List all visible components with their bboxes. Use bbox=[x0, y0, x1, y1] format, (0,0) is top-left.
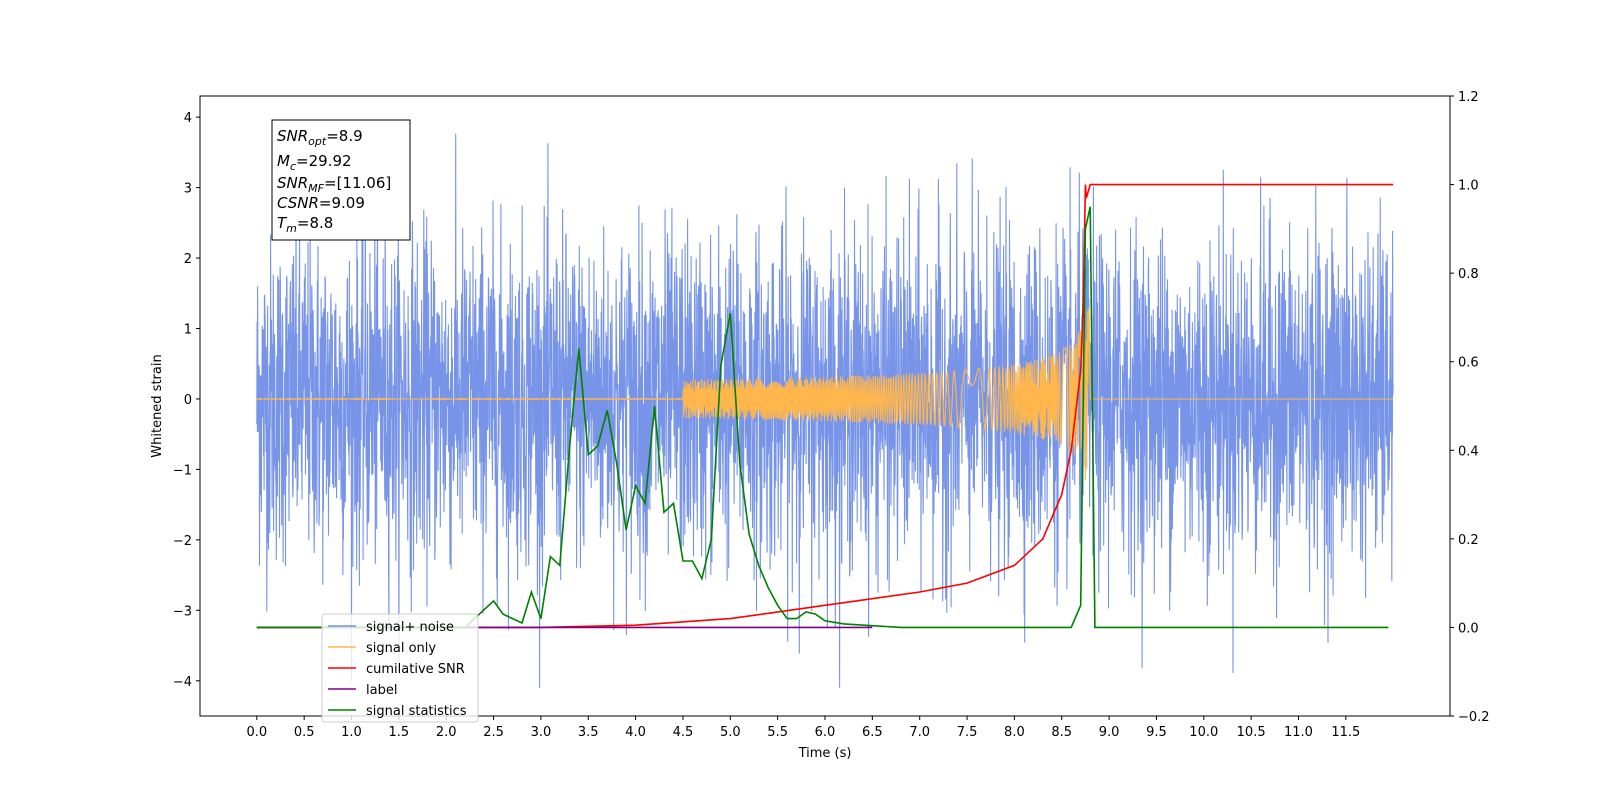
x-tick-label: 4.0 bbox=[625, 725, 646, 740]
y2-tick-label: 0.6 bbox=[1458, 356, 1479, 371]
x-tick-label: 2.5 bbox=[483, 725, 504, 740]
info-box-frame bbox=[271, 119, 411, 241]
x-tick-label: 1.5 bbox=[389, 725, 410, 740]
y-tick-label: 3 bbox=[184, 182, 192, 197]
y2-tick-label: 0.0 bbox=[1458, 621, 1479, 636]
y-tick-label: −3 bbox=[173, 604, 192, 619]
y-tick-label: 2 bbox=[184, 252, 192, 267]
x-tick-label: 10.5 bbox=[1237, 725, 1266, 740]
x-tick-label: 8.0 bbox=[1004, 725, 1025, 740]
y2-tick-label: 0.8 bbox=[1458, 267, 1479, 282]
info-snr-mf: SNRMF=[11.06] bbox=[277, 174, 391, 195]
x-tick-label: 4.5 bbox=[673, 725, 694, 740]
y2-tick-label: −0.2 bbox=[1458, 710, 1490, 725]
x-tick-label: 9.0 bbox=[1099, 725, 1120, 740]
x-tick-label: 5.5 bbox=[767, 725, 788, 740]
plot-area bbox=[256, 133, 1394, 688]
x-tick-label: 10.0 bbox=[1189, 725, 1218, 740]
info-csnr: CSNR=9.09 bbox=[277, 194, 365, 212]
x-tick-label: 5.0 bbox=[720, 725, 741, 740]
info-snr-opt: SNRopt=8.9 bbox=[277, 127, 363, 148]
x-tick-label: 6.5 bbox=[862, 725, 883, 740]
legend: signal+ noise signal only cumilative SNR… bbox=[321, 613, 479, 723]
x-axis-ticks: 0.0 0.5 1.0 1.5 2.0 2.5 3.0 3.5 4.0 4.5 5.0 5.5 6.0 6… bbox=[246, 716, 1360, 740]
x-tick-label: 3.0 bbox=[531, 725, 552, 740]
y-axis-label: Whitened strain bbox=[150, 354, 165, 457]
legend-label-signal-noise: signal+ noise bbox=[366, 620, 454, 635]
y-tick-label: −1 bbox=[173, 463, 192, 478]
y-tick-label: 1 bbox=[184, 323, 192, 338]
y2-tick-label: 1.2 bbox=[1458, 90, 1479, 105]
x-tick-label: 7.0 bbox=[909, 725, 930, 740]
series-signal-only bbox=[256, 307, 1394, 481]
x-tick-label: 11.0 bbox=[1284, 725, 1313, 740]
y2-tick-label: 1.0 bbox=[1458, 179, 1479, 194]
x-tick-label: 0.0 bbox=[246, 725, 267, 740]
legend-label-signal-statistics: signal statistics bbox=[366, 704, 467, 719]
y-tick-label: −4 bbox=[173, 675, 192, 690]
y-tick-label: 4 bbox=[184, 111, 192, 126]
x-tick-label: 0.5 bbox=[294, 725, 315, 740]
y-tick-label: 0 bbox=[184, 393, 192, 408]
x-tick-label: 11.5 bbox=[1331, 725, 1360, 740]
y-tick-label: −2 bbox=[173, 534, 192, 549]
info-box: SNRopt=8.9 Mc=29.92 SNRMF=[11.06] CSNR=9… bbox=[271, 119, 411, 241]
series-signal-noise bbox=[256, 133, 1394, 688]
x-tick-label: 3.5 bbox=[578, 725, 599, 740]
x-tick-label: 2.0 bbox=[436, 725, 457, 740]
info-tm: Tm=8.8 bbox=[277, 214, 333, 235]
legend-label-label: label bbox=[366, 683, 397, 698]
series-cumulative-snr bbox=[256, 183, 1394, 629]
legend-label-signal-only: signal only bbox=[366, 641, 436, 656]
x-axis-label: Time (s) bbox=[798, 746, 852, 761]
y2-tick-label: 0.2 bbox=[1458, 533, 1479, 548]
info-mc: Mc=29.92 bbox=[277, 152, 352, 173]
legend-frame bbox=[321, 613, 479, 723]
x-tick-label: 6.0 bbox=[815, 725, 836, 740]
x-tick-label: 7.5 bbox=[957, 725, 978, 740]
series-signal-statistics bbox=[256, 206, 1389, 629]
y-axis-ticks: 4 3 2 1 0 −1 −2 −3 −4 bbox=[173, 111, 200, 690]
y2-axis-ticks: 1.2 1.0 0.8 0.6 0.4 0.2 0.0 −0.2 bbox=[1450, 90, 1490, 725]
x-tick-label: 8.5 bbox=[1051, 725, 1072, 740]
y2-tick-label: 0.4 bbox=[1458, 444, 1479, 459]
x-tick-label: 9.5 bbox=[1146, 725, 1167, 740]
x-tick-label: 1.0 bbox=[341, 725, 362, 740]
legend-label-cumulative-snr: cumilative SNR bbox=[366, 662, 465, 677]
